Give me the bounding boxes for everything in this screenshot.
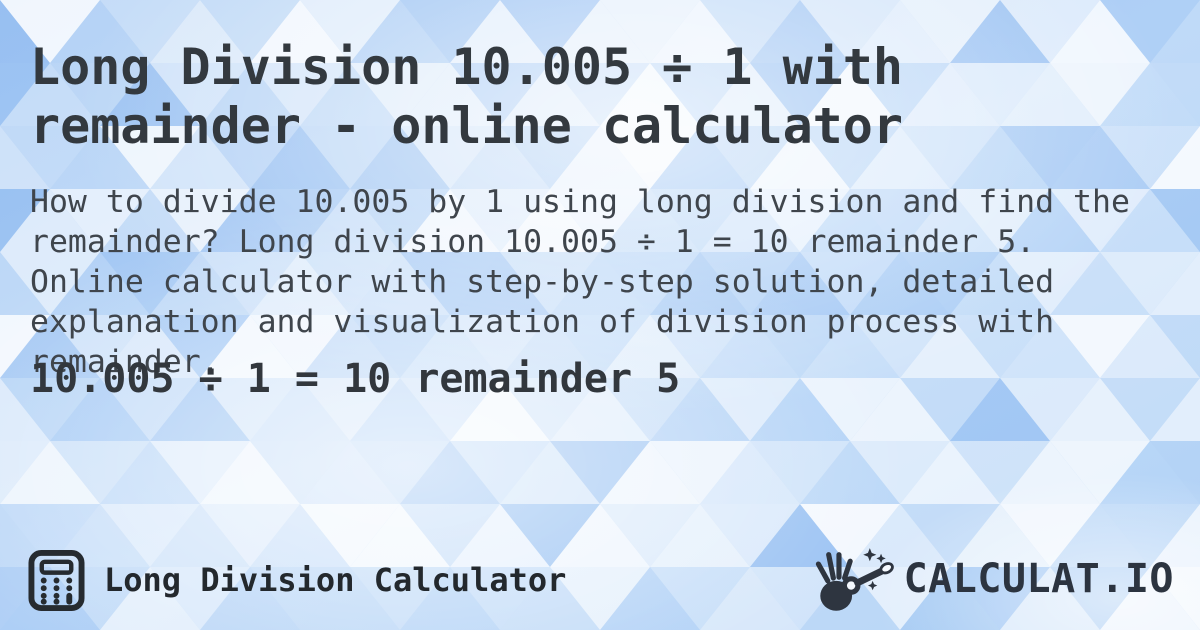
magic-wand-hand-icon xyxy=(815,548,894,611)
brand-logo[interactable]: CALCULAT.IO xyxy=(810,546,1174,612)
page-description: How to divide 10.005 by 1 using long div… xyxy=(30,184,1130,380)
page-title: Long Division 10.005 ÷ 1 with remainder … xyxy=(30,38,903,155)
calculator-icon xyxy=(28,549,85,611)
division-result: 10.005 ÷ 1 = 10 remainder 5 xyxy=(30,356,681,402)
app-name-label: Long Division Calculator xyxy=(104,561,567,599)
brand-wordmark: CALCULAT.IO xyxy=(903,556,1174,602)
footer-app: Long Division Calculator xyxy=(28,549,566,611)
